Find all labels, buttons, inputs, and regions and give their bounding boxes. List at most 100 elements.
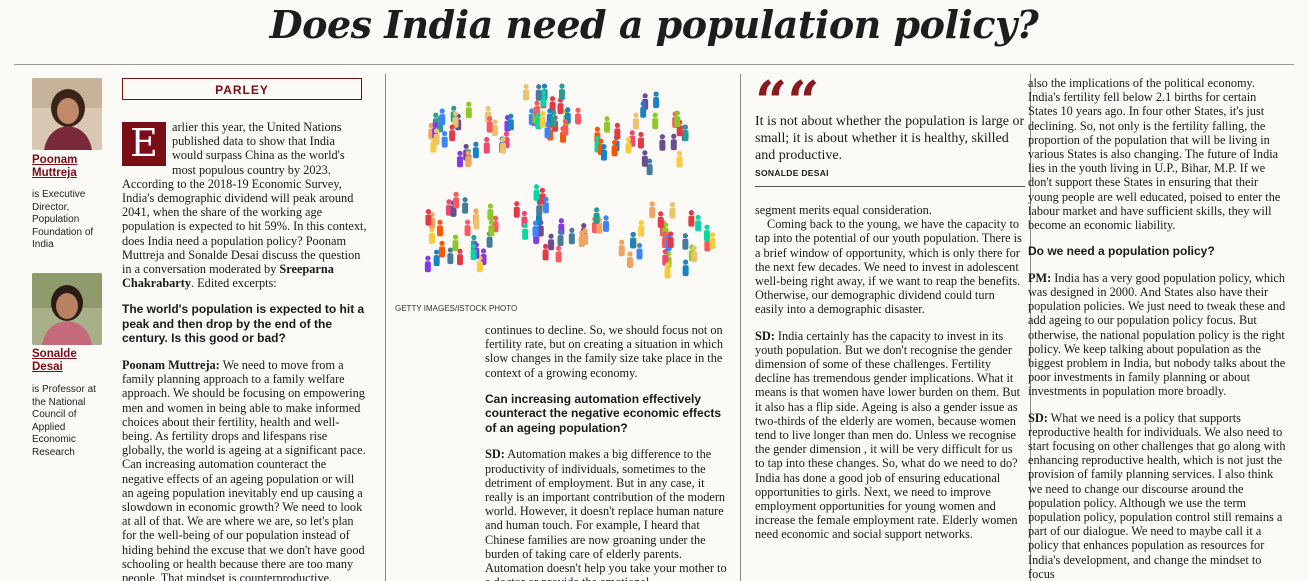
person-figure <box>593 207 600 224</box>
person-figure <box>544 121 551 139</box>
quote-icon: ““ <box>755 69 820 135</box>
author-desc-sonalde: is Professor at the National Council of … <box>32 384 96 458</box>
headline: Does India need a population policy? <box>269 2 1039 47</box>
question-1: The world's population is expected to hi… <box>122 302 365 346</box>
person-figure <box>646 158 653 176</box>
person-figure <box>486 116 493 133</box>
person-figure <box>433 249 440 267</box>
person-figure <box>664 261 671 279</box>
person-figure <box>575 107 582 125</box>
top-rule <box>14 64 1294 65</box>
pull-quote-rule <box>755 186 1025 187</box>
person-figure <box>456 150 463 168</box>
person-figure <box>487 203 494 221</box>
person-figure <box>557 229 564 247</box>
person-figure <box>445 199 452 216</box>
person-figure <box>555 245 562 263</box>
person-figure <box>539 111 546 128</box>
answer-1: Poonam Muttreja: We need to move from a … <box>122 357 366 581</box>
author-name-poonam[interactable]: Poonam Muttreja <box>32 154 78 179</box>
photo-credit: GETTY IMAGES/ISTOCK PHOTO <box>395 304 518 313</box>
person-figure <box>632 112 639 130</box>
column-3-paragraph-1: segment merits equal consideration. <box>755 203 932 217</box>
person-figure <box>603 215 610 232</box>
person-figure <box>457 248 464 266</box>
person-figure <box>568 227 575 245</box>
person-figure <box>540 89 547 107</box>
person-figure <box>618 239 625 257</box>
column-4: also the implications of the political e… <box>1028 76 1286 581</box>
person-figure <box>437 219 444 237</box>
person-figure <box>464 219 471 237</box>
person-figure <box>630 231 637 249</box>
person-figure <box>542 243 549 261</box>
person-figure <box>539 187 546 205</box>
person-figure <box>465 150 472 167</box>
person-figure <box>614 122 621 140</box>
person-figure <box>691 245 698 262</box>
person-figure <box>562 118 569 136</box>
person-figure <box>429 227 436 244</box>
person-figure <box>637 131 644 149</box>
author-photo-poonam <box>32 78 102 150</box>
person-figure <box>638 220 645 237</box>
column-divider <box>740 74 741 581</box>
person-figure <box>449 124 456 142</box>
person-figure <box>522 223 529 240</box>
person-figure <box>703 224 710 242</box>
person-figure <box>535 84 542 101</box>
author-desc-poonam: is Executive Director, Population Founda… <box>32 189 94 250</box>
person-figure <box>447 247 454 265</box>
person-figure <box>473 212 480 230</box>
column-3-paragraph-2: Coming back to the young, we have the ca… <box>755 217 1022 317</box>
question-3: Do we need a population policy? <box>1028 244 1215 259</box>
author-name-sonalde[interactable]: Sonalde Desai <box>32 348 77 373</box>
person-figure <box>535 112 542 130</box>
person-figure <box>558 83 565 101</box>
person-figure <box>626 251 633 269</box>
column-4-paragraph-1: also the implications of the political e… <box>1028 76 1281 233</box>
person-figure <box>667 231 674 248</box>
answer-3-sd: SD: What we need is a policy that suppor… <box>1028 410 1286 581</box>
person-figure <box>640 101 647 118</box>
person-figure <box>472 141 479 159</box>
pull-quote-author: SONALDE DESAI <box>755 168 829 178</box>
column-divider <box>1030 74 1031 581</box>
person-figure <box>652 112 659 130</box>
person-figure <box>550 110 557 127</box>
answer-3-pm: PM: India has a very good population pol… <box>1028 270 1286 399</box>
person-figure <box>653 91 660 109</box>
person-figure <box>682 233 689 250</box>
person-figure <box>657 211 664 228</box>
column-3: segment merits equal consideration. Comi… <box>755 203 1023 581</box>
person-figure <box>523 83 530 101</box>
person-figure <box>649 201 656 218</box>
person-figure <box>636 242 643 260</box>
person-figure <box>611 139 618 157</box>
person-figure <box>669 201 676 219</box>
person-figure <box>465 101 472 119</box>
person-figure <box>548 233 555 251</box>
person-figure <box>441 130 448 148</box>
person-figure <box>492 215 499 233</box>
population-illustration <box>424 83 716 279</box>
person-figure <box>452 234 459 252</box>
column-divider <box>385 74 386 581</box>
person-figure <box>670 133 677 151</box>
person-figure <box>499 136 506 154</box>
person-figure <box>695 214 702 232</box>
person-figure <box>491 119 498 136</box>
column-2-paragraph: continues to decline. So, we should focu… <box>485 323 724 380</box>
question-2: Can increasing automation effectively co… <box>485 391 722 435</box>
person-figure <box>425 208 432 226</box>
person-figure <box>507 113 514 131</box>
person-figure <box>439 108 446 126</box>
person-figure <box>600 144 607 161</box>
person-figure <box>688 210 695 227</box>
person-figure <box>542 196 549 214</box>
moderator-name: Sreeparna Chakrabarty <box>122 262 334 291</box>
person-figure <box>424 255 431 273</box>
person-figure <box>488 219 495 237</box>
